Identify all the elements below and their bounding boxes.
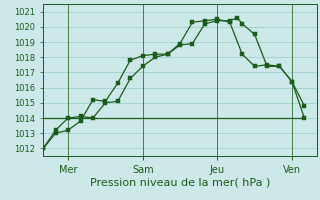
X-axis label: Pression niveau de la mer( hPa ): Pression niveau de la mer( hPa ) [90,178,270,188]
